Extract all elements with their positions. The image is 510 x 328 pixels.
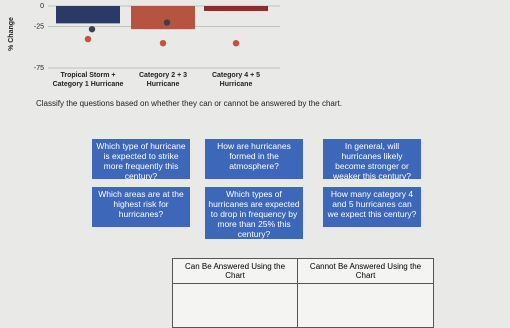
x-tick-label: Category 2 + 3 <box>139 72 187 79</box>
dot <box>232 40 240 47</box>
question-card[interactable]: Which type of hurricane is expected to s… <box>92 139 190 181</box>
instruction: Classify the questions based on whether … <box>36 99 342 108</box>
question-card[interactable]: Which types of hurricanes are expected t… <box>205 187 303 239</box>
x-tick-label: Category 4 + 5 <box>212 72 260 79</box>
question-card[interactable]: In general, will hurricanes likely becom… <box>323 139 421 181</box>
bar <box>56 6 120 24</box>
question-card[interactable]: Which areas are at the highest risk for … <box>92 187 190 227</box>
table-header: Cannot Be Answered Using the Chart <box>297 258 434 284</box>
chart: % Change 0 -25 -75 Tropical Storm + Category… <box>8 3 280 88</box>
x-tick-label: Category 1 Hurricane <box>53 81 124 88</box>
bar <box>131 6 195 30</box>
question-card[interactable]: How are hurricanes formed in the atmosph… <box>205 139 303 179</box>
question-card[interactable]: How many category 4 and 5 hurricanes can… <box>323 187 421 227</box>
y-tick-label: 0 <box>40 3 44 10</box>
dot <box>84 35 92 43</box>
answer-table: Can Be Answered Using the Chart Cannot Be… <box>171 258 434 328</box>
drop-zone[interactable] <box>297 283 434 328</box>
x-tick-label: Hurricane <box>147 81 180 88</box>
bar <box>204 6 268 11</box>
table-header: Can Be Answered Using the Chart <box>171 258 299 284</box>
dot <box>159 40 167 47</box>
y-tick-label: -25 <box>34 24 44 31</box>
drop-zone[interactable] <box>171 283 299 328</box>
y-tick-label: -75 <box>34 65 44 72</box>
dot <box>88 25 96 33</box>
dot <box>163 19 171 26</box>
y-axis-label: % Change <box>8 17 15 51</box>
x-tick-label: Tropical Storm + <box>60 72 115 79</box>
x-tick-label: Hurricane <box>220 81 253 88</box>
